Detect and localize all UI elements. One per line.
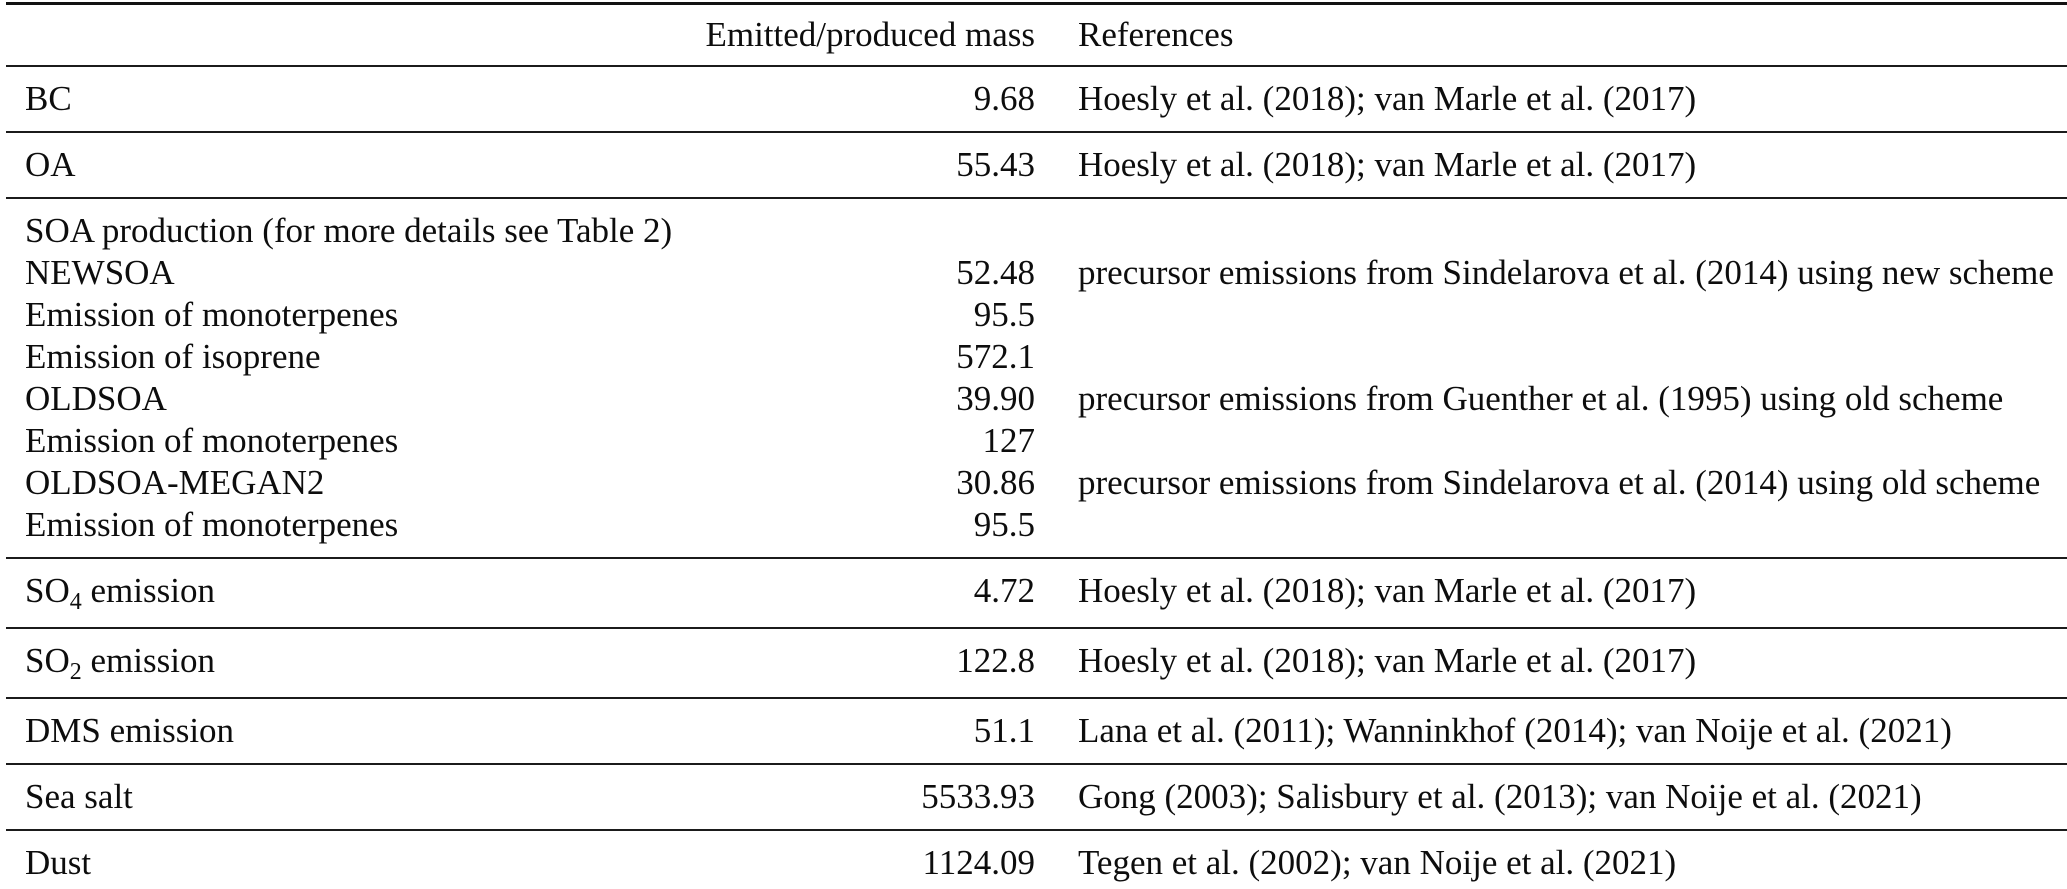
reference-text: precursor emissions from Guenther et al.… [1078, 379, 2004, 418]
mass-value: 95.5 [973, 505, 1035, 544]
table-row: OA 55.43 Hoesly et al. (2018); van Marle… [0, 144, 2067, 186]
table-row: DMS emission 51.1 Lana et al. (2011); Wa… [0, 710, 2067, 752]
table-section-oa: OA 55.43 Hoesly et al. (2018); van Marle… [0, 133, 2067, 197]
row-label: Dust [25, 843, 92, 882]
horizontal-rule [6, 697, 2067, 699]
table-section-soa: SOA production (for more details see Tab… [0, 199, 2067, 557]
reference-text: precursor emissions from Sindelarova et … [1078, 253, 2054, 292]
mass-value: 55.43 [956, 145, 1035, 184]
row-label: Sea salt [25, 777, 133, 816]
column-header-mass: Emitted/produced mass [705, 15, 1035, 54]
mass-value: 52.48 [956, 253, 1035, 292]
mass-value: 30.86 [956, 463, 1035, 502]
table-section-dust: Dust 1124.09 Tegen et al. (2002); van No… [0, 831, 2067, 889]
table-row: Emission of monoterpenes 95.5 [0, 294, 2067, 336]
table-row: SO2 emission 122.8 Hoesly et al. (2018);… [0, 640, 2067, 686]
table-row: SOA production (for more details see Tab… [0, 210, 2067, 252]
row-label: SOA production (for more details see Tab… [25, 211, 673, 250]
mass-value: 39.90 [956, 379, 1035, 418]
table-section-dms: DMS emission 51.1 Lana et al. (2011); Wa… [0, 699, 2067, 763]
column-header-references: References [1078, 15, 1234, 54]
table-row: NEWSOA 52.48 precursor emissions from Si… [0, 252, 2067, 294]
reference-text: Hoesly et al. (2018); van Marle et al. (… [1078, 571, 1697, 610]
mass-value: 127 [982, 421, 1036, 460]
horizontal-rule [6, 557, 2067, 559]
mass-value: 572.1 [956, 337, 1035, 376]
column-header-species [25, 14, 685, 56]
reference-text [1035, 294, 2067, 336]
row-label: SO2 emission [25, 640, 685, 686]
reference-text [1035, 336, 2067, 378]
reference-text: precursor emissions from Sindelarova et … [1078, 463, 2041, 502]
horizontal-rule [6, 197, 2067, 199]
row-label: SO4 emission [25, 570, 685, 616]
reference-text [1035, 420, 2067, 462]
row-label-rest: emission [81, 641, 215, 680]
row-label-rest: emission [81, 571, 215, 610]
row-label: OLDSOA [25, 379, 167, 418]
horizontal-rule [6, 627, 2067, 629]
table-section-seasalt: Sea salt 5533.93 Gong (2003); Salisbury … [0, 765, 2067, 829]
mass-value: 51.1 [973, 711, 1035, 750]
mass-value: 9.68 [973, 79, 1035, 118]
table-header-row: Emitted/produced mass References [0, 14, 2067, 56]
table-section-bc: BC 9.68 Hoesly et al. (2018); van Marle … [0, 67, 2067, 131]
table-row: Dust 1124.09 Tegen et al. (2002); van No… [0, 842, 2067, 884]
table-section-so2: SO2 emission 122.8 Hoesly et al. (2018);… [0, 629, 2067, 697]
reference-text: Tegen et al. (2002); van Noije et al. (2… [1078, 843, 1677, 882]
horizontal-rule [6, 763, 2067, 765]
table-header-section: Emitted/produced mass References [0, 5, 2067, 65]
row-label-base: SO [25, 571, 70, 610]
row-label: OLDSOA-MEGAN2 [25, 463, 325, 502]
table-row: OLDSOA 39.90 precursor emissions from Gu… [0, 378, 2067, 420]
mass-value: 122.8 [956, 641, 1035, 680]
row-label: Emission of monoterpenes [25, 421, 399, 460]
reference-text [1035, 504, 2067, 546]
table-row: Emission of monoterpenes 95.5 [0, 504, 2067, 546]
row-label: Emission of isoprene [25, 337, 321, 376]
row-label-subscript: 2 [69, 659, 82, 685]
row-label: DMS emission [25, 711, 235, 750]
row-label: BC [25, 79, 72, 118]
row-label: NEWSOA [25, 253, 175, 292]
horizontal-rule [6, 131, 2067, 133]
row-label-subscript: 4 [69, 589, 82, 615]
mass-value: 95.5 [973, 295, 1035, 334]
table-row: Emission of monoterpenes 127 [0, 420, 2067, 462]
reference-text: Hoesly et al. (2018); van Marle et al. (… [1078, 641, 1697, 680]
mass-value: 4.72 [973, 571, 1035, 610]
table-row: OLDSOA-MEGAN2 30.86 precursor emissions … [0, 462, 2067, 504]
table-section-so4: SO4 emission 4.72 Hoesly et al. (2018); … [0, 559, 2067, 627]
table-row: SO4 emission 4.72 Hoesly et al. (2018); … [0, 570, 2067, 616]
top-rule [6, 2, 2067, 5]
table-row: BC 9.68 Hoesly et al. (2018); van Marle … [0, 78, 2067, 120]
horizontal-rule [6, 65, 2067, 67]
mass-value: 5533.93 [921, 777, 1035, 816]
reference-text: Hoesly et al. (2018); van Marle et al. (… [1078, 79, 1697, 118]
reference-text [1035, 210, 2067, 252]
row-label: OA [25, 145, 76, 184]
row-label: Emission of monoterpenes [25, 295, 399, 334]
table-row: Sea salt 5533.93 Gong (2003); Salisbury … [0, 776, 2067, 818]
reference-text: Gong (2003); Salisbury et al. (2013); va… [1078, 777, 1922, 816]
row-label-base: SO [25, 641, 70, 680]
mass-value [685, 210, 1035, 252]
mass-value: 1124.09 [922, 843, 1035, 882]
reference-text: Hoesly et al. (2018); van Marle et al. (… [1078, 145, 1697, 184]
horizontal-rule [6, 829, 2067, 831]
row-label: Emission of monoterpenes [25, 505, 399, 544]
reference-text: Lana et al. (2011); Wanninkhof (2014); v… [1078, 711, 1952, 750]
table-row: Emission of isoprene 572.1 [0, 336, 2067, 378]
